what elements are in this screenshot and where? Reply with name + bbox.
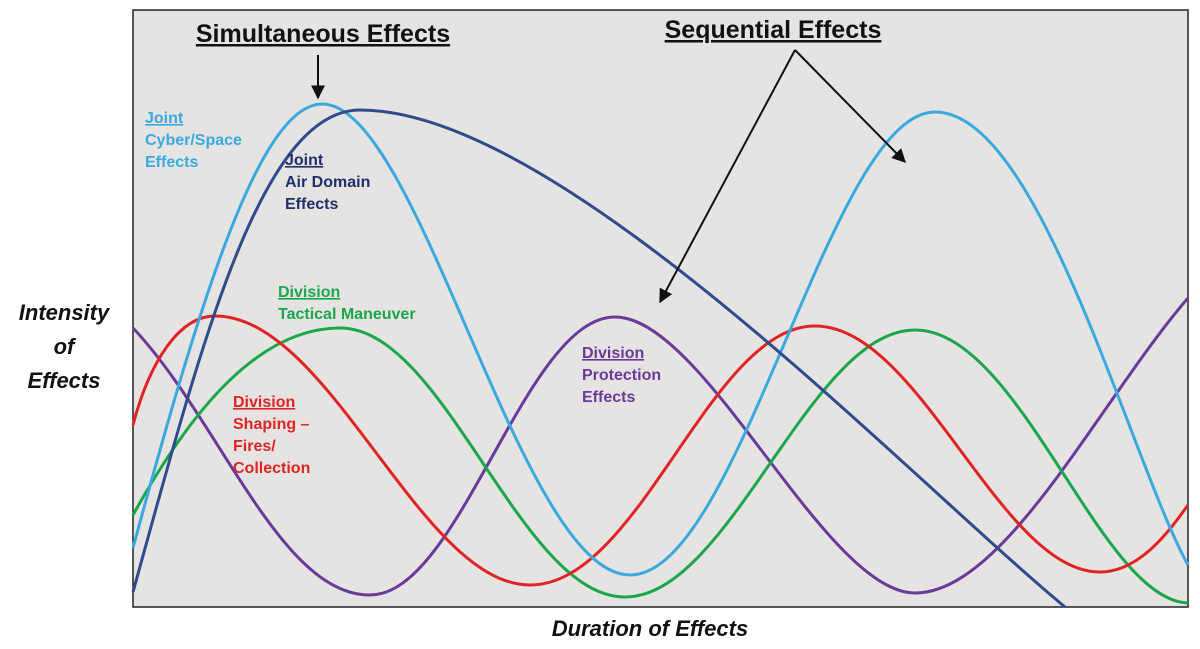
label-line: Collection: [233, 460, 310, 477]
label-heading: Division: [233, 394, 295, 411]
title: Sequential Effects: [665, 16, 882, 44]
label-line: Tactical Maneuver: [278, 306, 416, 323]
label-line: Effects: [145, 154, 198, 171]
shaping-curve: [131, 314, 1190, 587]
arrow: [794, 49, 906, 163]
label-line: Shaping –: [233, 416, 310, 433]
label-heading: Joint: [145, 110, 184, 127]
label-line: Protection: [582, 367, 661, 384]
cyber-curve: [131, 102, 1190, 577]
label-line: Air Domain: [285, 174, 370, 191]
label-line: Effects: [582, 389, 635, 406]
label-line: Cyber/Space: [145, 132, 242, 149]
label-heading: Division: [582, 345, 644, 362]
label-heading: Division: [278, 284, 340, 301]
maneuver-curve: [131, 326, 1189, 605]
y-axis-label: Effects: [28, 368, 101, 393]
y-axis-label: Intensity: [19, 300, 111, 325]
label-heading: Joint: [285, 152, 324, 169]
label-line: Effects: [285, 196, 338, 213]
x-axis-label: Duration of Effects: [552, 616, 748, 641]
plot-area: [132, 9, 1189, 608]
label-line: Fires/: [233, 438, 276, 455]
arrow: [659, 49, 796, 304]
air-curve: [131, 108, 1066, 609]
y-axis-label: of: [54, 334, 77, 359]
title: Simultaneous Effects: [196, 20, 450, 48]
